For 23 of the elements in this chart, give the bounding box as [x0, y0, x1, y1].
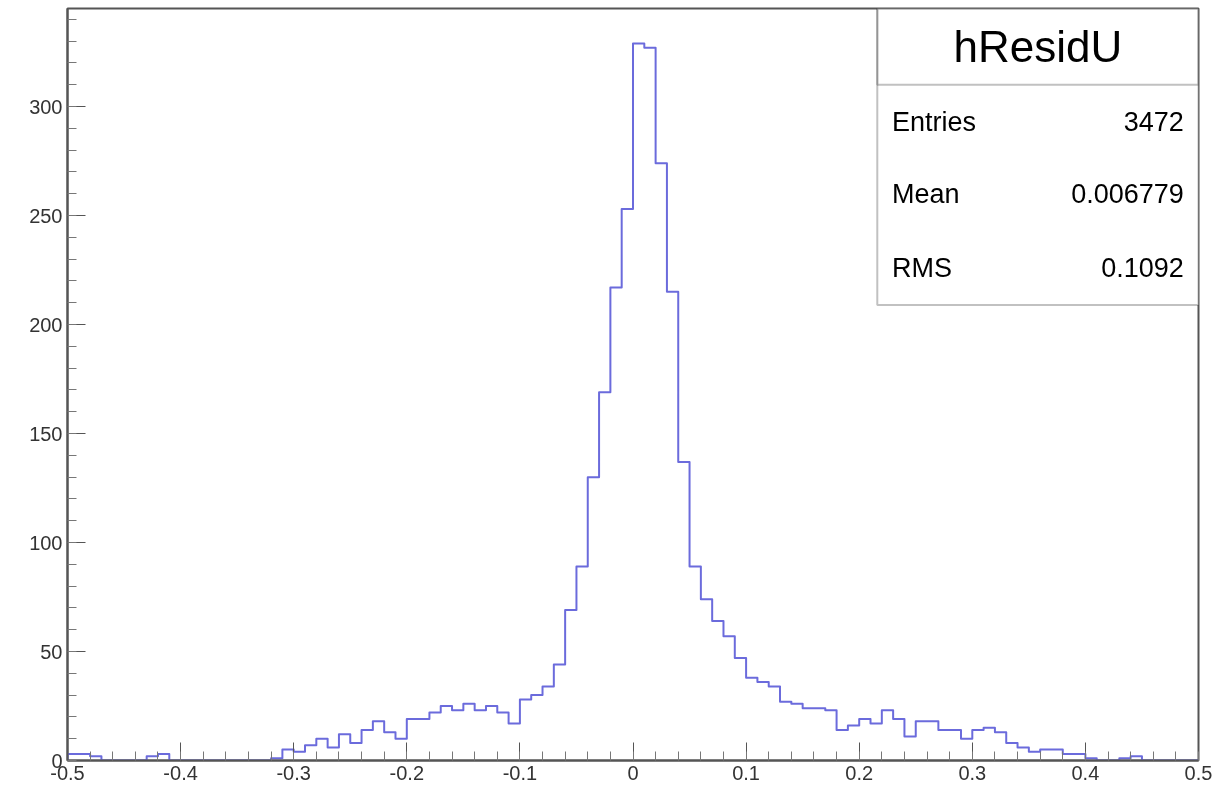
x-tick-label: 0.5 [1184, 761, 1213, 784]
x-tick-label: -0.4 [163, 761, 198, 784]
x-tick-label: -0.1 [502, 761, 538, 784]
y-tick-label: 150 [29, 422, 63, 445]
annotation: Mean [892, 178, 960, 209]
annotation: Entries [892, 106, 977, 137]
x-tick-label: 0 [627, 761, 639, 784]
annotation: RMS [892, 252, 952, 283]
y-tick-label: 50 [40, 640, 63, 663]
x-tick-label: 0.2 [845, 761, 874, 784]
annotation: 0.1092 [1101, 253, 1184, 284]
annotation: 3472 [1123, 107, 1184, 138]
x-tick-label: -0.3 [276, 761, 311, 784]
y-tick-label: 300 [29, 95, 63, 118]
x-tick-label: 0.3 [958, 761, 987, 784]
annotation: 0.006779 [1071, 179, 1184, 210]
x-tick-label: 0.1 [732, 761, 761, 784]
x-tick-label: -0.2 [389, 761, 425, 784]
chart-title: hResidU [953, 22, 1123, 72]
y-tick-label: 200 [29, 313, 63, 336]
y-tick-label: 100 [29, 531, 63, 554]
y-tick-label: 250 [29, 204, 63, 227]
x-tick-label: 0.4 [1071, 761, 1100, 784]
